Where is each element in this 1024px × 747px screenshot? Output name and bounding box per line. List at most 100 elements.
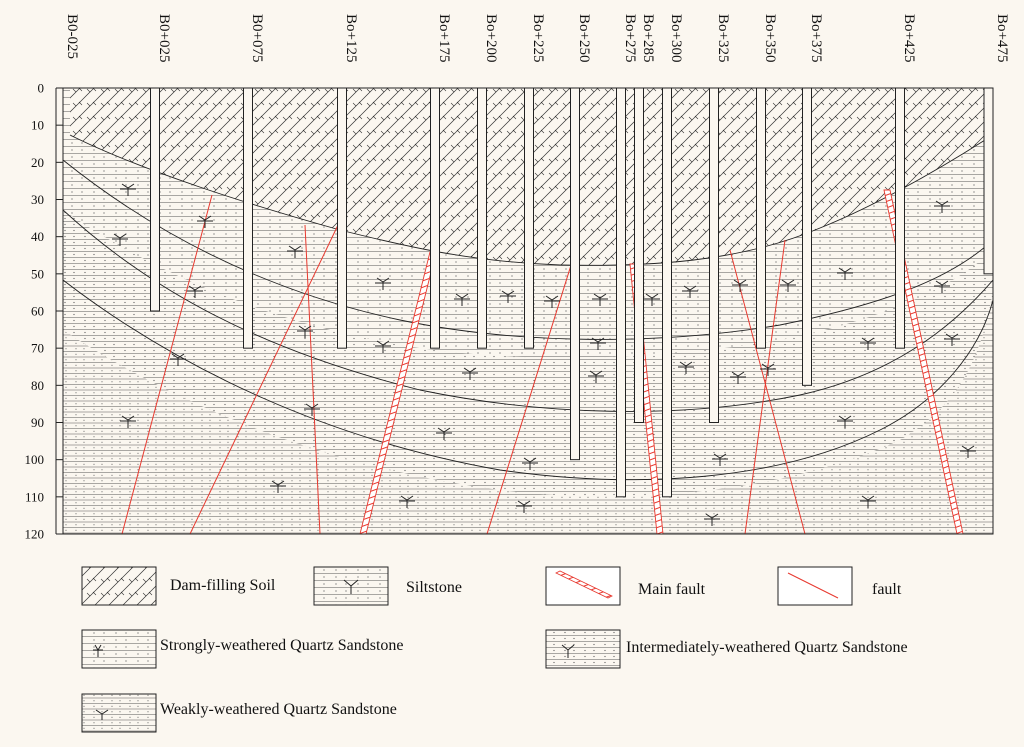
depth-tick-label: 90 — [31, 415, 44, 430]
rock-symbol — [270, 480, 286, 493]
rock-symbol — [112, 233, 128, 246]
rock-symbol — [454, 293, 470, 306]
borehole — [616, 87, 626, 498]
depth-tick-label: 40 — [31, 229, 44, 244]
legend-label-main-fault: Main fault — [638, 581, 706, 598]
depth-tick-label: 30 — [31, 192, 44, 207]
station-label: B0+075 — [249, 14, 265, 62]
borehole — [634, 87, 644, 423]
borehole — [430, 87, 440, 349]
borehole — [983, 87, 994, 275]
rock-symbol — [960, 445, 976, 458]
station-label: Bo+375 — [808, 14, 824, 62]
rock-symbol — [287, 245, 303, 258]
station-label: Bo+475 — [994, 14, 1010, 62]
rock-symbol — [170, 353, 186, 366]
borehole — [524, 87, 534, 349]
rock-symbol — [837, 267, 853, 280]
station-label: Bo+425 — [901, 14, 917, 62]
legend-swatch-intermediate — [545, 629, 621, 669]
fault-line — [744, 239, 786, 534]
depth-tick-label: 80 — [31, 378, 44, 393]
rock-symbol — [588, 370, 604, 383]
rock-symbol — [944, 333, 960, 346]
borehole — [570, 87, 580, 461]
boreholes — [150, 87, 994, 498]
borehole — [895, 87, 905, 349]
station-label: B0-025 — [64, 14, 80, 59]
rock-symbol — [436, 427, 452, 440]
station-label: Bo+285 — [640, 14, 656, 62]
rock-symbol — [678, 361, 694, 374]
station-label: Bo+225 — [530, 14, 546, 62]
rock-symbol — [399, 495, 415, 508]
station-label: Bo+175 — [436, 14, 452, 62]
rock-symbol — [860, 337, 876, 350]
rock-symbol — [644, 293, 660, 306]
rock-symbol — [760, 363, 776, 376]
borehole — [756, 87, 766, 349]
station-label: Bo+250 — [576, 14, 592, 62]
rock-symbol — [934, 200, 950, 213]
station-label: Bo+350 — [762, 14, 778, 62]
legend-label-fault: fault — [872, 581, 902, 598]
rock-symbol — [375, 340, 391, 353]
fault-line — [486, 261, 573, 534]
station-label: Bo+125 — [343, 14, 359, 62]
depth-tick-label: 60 — [31, 304, 44, 319]
station-label: Bo+300 — [668, 14, 684, 62]
borehole — [477, 87, 487, 349]
rock-symbol — [592, 293, 608, 306]
rock-symbol — [500, 290, 516, 303]
rock-symbol — [780, 279, 796, 292]
legend-swatch-weak — [81, 693, 157, 733]
borehole — [802, 87, 812, 386]
depth-tick-label: 70 — [31, 341, 44, 356]
borehole — [662, 87, 672, 498]
depth-tick-label: 110 — [25, 489, 44, 504]
station-label: Bo+200 — [483, 14, 499, 62]
rock-symbol — [197, 215, 213, 228]
rock-symbol — [732, 279, 748, 292]
rock-symbol — [516, 500, 532, 513]
rock-symbol — [120, 415, 136, 428]
borehole — [150, 87, 160, 312]
rock-symbol — [837, 415, 853, 428]
rock-symbol — [934, 280, 950, 293]
depth-tick-label: 50 — [31, 266, 44, 281]
rock-symbol — [120, 183, 136, 196]
rock-symbol — [304, 403, 320, 416]
legend-label-siltstone: Siltstone — [406, 579, 462, 596]
depth-tick-label: 120 — [25, 527, 45, 542]
legend: Dam-filling Soil Siltstone Main fault fa… — [81, 566, 908, 733]
station-labels: B0-025 B0+025 B0+075 Bo+125 Bo+175 Bo+200 Bo+2… — [64, 14, 1010, 62]
fault-line — [121, 194, 213, 534]
rock-symbols — [112, 183, 976, 526]
depth-tick-label: 100 — [25, 452, 45, 467]
rock-symbol — [544, 295, 560, 308]
borehole — [337, 87, 347, 349]
rock-symbol — [462, 367, 478, 380]
legend-label-intermediate: Intermediately-weathered Quartz Sandston… — [626, 639, 908, 656]
station-label: Bo+325 — [715, 14, 731, 62]
rock-symbol — [297, 325, 313, 338]
depth-tick-label: 20 — [31, 155, 44, 170]
legend-label-weak: Weakly-weathered Quartz Sandstone — [160, 701, 397, 718]
rock-symbol — [375, 277, 391, 290]
station-label: B0+025 — [156, 14, 172, 62]
rock-symbol — [860, 495, 876, 508]
legend-label-soil: Dam-filling Soil — [170, 577, 276, 594]
depth-tick-label: 0 — [38, 81, 45, 96]
legend-label-strong: Strongly-weathered Quartz Sandstone — [160, 637, 403, 654]
fault-line — [729, 249, 806, 534]
fault-line — [304, 224, 321, 534]
borehole — [709, 87, 719, 423]
station-label: Bo+275 — [622, 14, 638, 62]
legend-swatch-strong — [81, 629, 157, 669]
rock-symbol — [712, 453, 728, 466]
rock-symbol — [522, 457, 538, 470]
rock-symbol — [682, 285, 698, 298]
borehole — [243, 87, 253, 349]
depth-tick-label: 10 — [31, 118, 44, 133]
